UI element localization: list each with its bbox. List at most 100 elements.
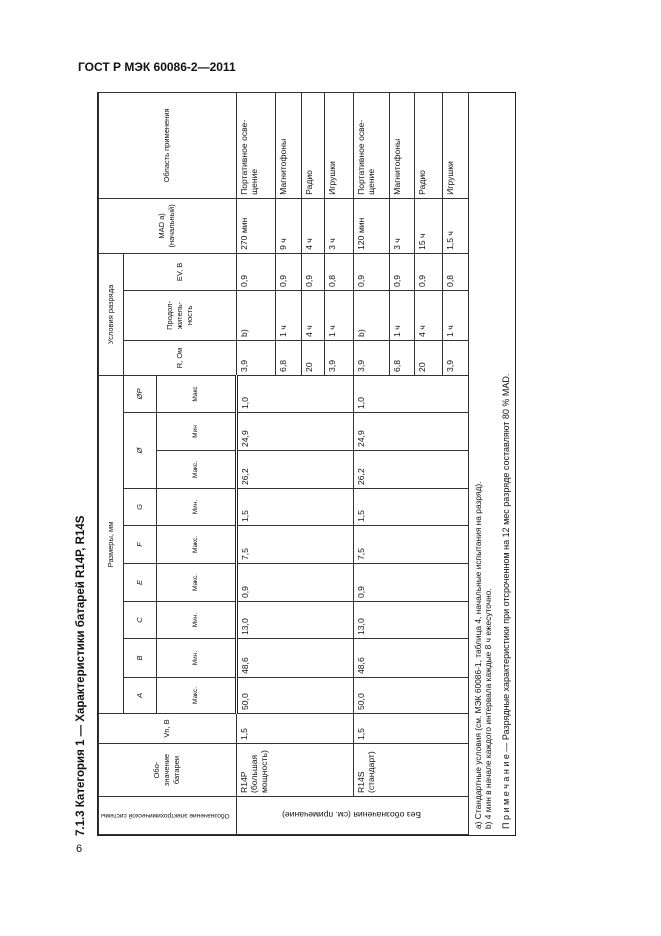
page-header: ГОСТ Р МЭК 60086-2—2011 [78,60,236,74]
ev-cell: 0,9 [414,253,443,291]
ev-cell: 0,8 [324,253,354,291]
r-cell: 20 [301,340,325,376]
ev-cell: 0,9 [353,253,390,291]
application-cell: Магнитофоны [389,92,415,199]
footnote-b: b) 4 мин в начале каждого интервала кажд… [482,588,493,829]
dim-cell: 7,5 [236,525,354,564]
header-dim-limit: Мин [156,412,237,451]
mad-cell: 4 ч [301,198,325,254]
duration-cell: b) [353,290,390,341]
header-dim-letter: E [123,563,157,602]
header-dim-letter: C [123,601,157,639]
dim-cell: 7,5 [353,525,469,564]
duration-cell: 1 ч [389,290,415,341]
table-note: П р и м е ч а н и е — Разрядные характер… [500,373,511,829]
dim-cell: 50,0 [353,677,469,714]
dim-cell: 0,9 [236,563,354,602]
section-title: 7.1.3 Категория 1 — Характеристики батар… [75,515,87,836]
table-frame: Обозначение электрохимической системы Об… [97,92,516,836]
header-dim-letter: ØP [123,375,157,413]
duration-cell: 1 ч [442,290,469,341]
header-discharge: Условия разряда [98,253,124,376]
ev-cell: 0,9 [389,253,415,291]
header-dim-letter: B [123,638,157,678]
dim-cell: 1,5 [236,488,354,526]
header-vn: Vn, В [98,713,237,744]
dim-cell: 0,9 [353,563,469,602]
r-cell: 3,9 [353,340,390,376]
application-cell: Радио [301,92,325,199]
r-cell: 3,9 [236,340,276,376]
header-system: Обозначение электрохимической системы [98,796,237,835]
header-ev: EV, В [123,253,237,291]
application-cell: Магнитофоны [275,92,302,199]
dim-cell: 24,9 [353,412,469,451]
header-dim-limit: Макс. [156,677,237,714]
application-cell: Игрушки [324,92,354,199]
system-cell: Без обозначения (см. примечание) [236,796,469,835]
dim-cell: 26,2 [236,450,354,489]
mad-cell: 1,5 ч [442,198,469,254]
table-row: R14S (стандарт) 1,5 50,0 48,6 13,0 0,9 7,5 1,5 2… [353,92,469,834]
dim-cell: 1,0 [353,375,469,413]
header-dim-letter: G [123,488,157,526]
mad-cell: 15 ч [414,198,443,254]
r-cell: 3,9 [442,340,469,376]
header-dim-limit: Макс. [156,563,237,602]
header-dim-limit: Мин. [156,601,237,639]
battery-characteristics-table: Обозначение электрохимической системы Об… [98,92,469,835]
duration-cell: 1 ч [275,290,302,341]
application-cell: Портативное осве-щение [353,92,390,199]
application-cell: Радио [414,92,443,199]
mad-cell: 9 ч [275,198,302,254]
header-dim-diameter: Ø [123,412,157,489]
dim-cell: 26,2 [353,450,469,489]
header-dim-limit: Макс. [156,525,237,564]
page-number: 6 [76,843,83,855]
mad-cell: 3 ч [389,198,415,254]
application-cell: Игрушки [442,92,469,199]
dim-cell: 1,5 [353,488,469,526]
header-duration: Продол-житель-ность [123,290,237,341]
application-cell: Портативное осве-щение [236,92,276,199]
header-battery: Обо-значение батареи [98,743,237,797]
footnote-a: a) Стандартные условия (см. МЭК 60086-1,… [472,481,483,829]
header-dim-limit: Макс. [156,450,237,489]
table-row: Без обозначения (см. примечание) R14P (бо… [236,92,469,835]
dim-cell: 50,0 [236,677,354,714]
dim-cell: 48,6 [236,638,354,678]
header-mad: MAD a) (начальный) [98,198,237,254]
mad-cell: 3 ч [324,198,354,254]
mad-cell: 120 мин [353,198,390,254]
battery-cell: R14P (большая мощность) [236,743,354,797]
ev-cell: 0,8 [442,253,469,291]
header-dim-limit: Макс [156,375,237,413]
r-cell: 6,8 [389,340,415,376]
header-application: Область применения [98,92,237,199]
dim-cell: 13,0 [236,601,354,639]
dim-cell: 1,0 [236,375,354,413]
duration-cell: 1 ч [324,290,354,341]
dim-cell: 48,6 [353,638,469,678]
header-dim-limit: Мин. [156,488,237,526]
ev-cell: 0,9 [301,253,325,291]
table-notes: a) Стандартные условия (см. МЭК 60086-1,… [469,93,515,835]
mad-cell: 270 мин [236,198,276,254]
duration-cell: 4 ч [301,290,325,341]
header-dim-letter: A [123,677,157,714]
header-dim-letter: F [123,525,157,564]
r-cell: 3,9 [324,340,354,376]
header-r: R, Ом [123,340,237,376]
duration-cell: b) [236,290,276,341]
ev-cell: 0,9 [236,253,276,291]
dim-cell: 13,0 [353,601,469,639]
header-dimensions: Размеры, мм [98,375,124,714]
dim-cell: 24,9 [236,412,354,451]
ev-cell: 0,9 [275,253,302,291]
duration-cell: 4 ч [414,290,443,341]
r-cell: 20 [414,340,443,376]
r-cell: 6,8 [275,340,302,376]
vn-cell: 1,5 [353,713,469,744]
header-dim-limit: Мин. [156,638,237,678]
battery-cell: R14S (стандарт) [353,743,469,797]
